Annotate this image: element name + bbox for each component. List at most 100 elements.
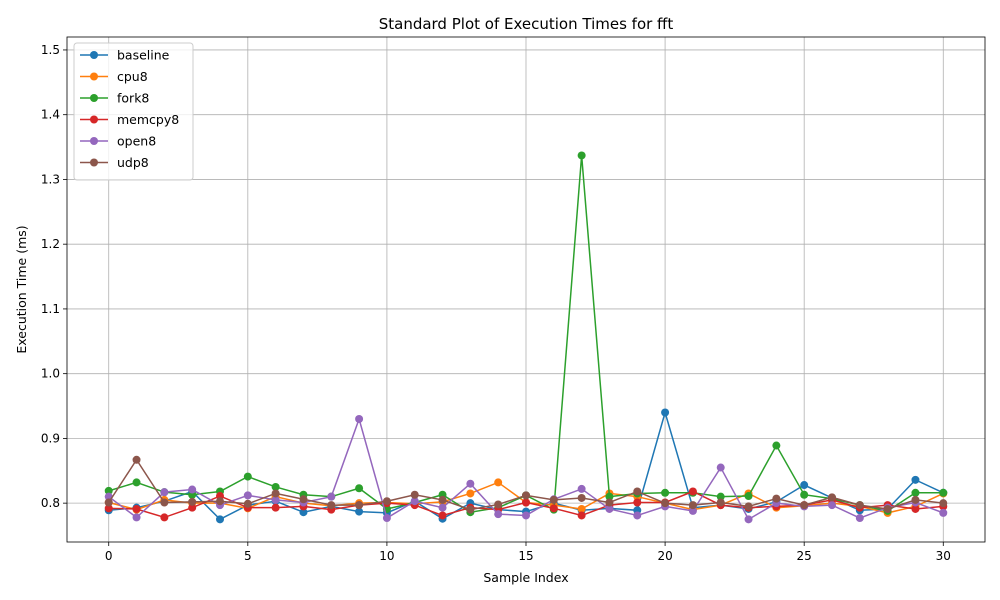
x-tick-label: 0 [105, 549, 113, 563]
data-point-open8 [494, 510, 503, 519]
legend-swatch-marker [90, 94, 98, 102]
data-point-udp8 [661, 499, 670, 508]
x-tick-label: 10 [379, 549, 394, 563]
data-point-open8 [522, 511, 530, 520]
data-point-memcpy8 [522, 498, 530, 507]
data-point-udp8 [939, 499, 948, 508]
data-point-open8 [633, 511, 642, 520]
data-point-open8 [605, 504, 614, 513]
y-tick-label: 1.2 [41, 237, 60, 251]
plot-area: 0 5 10 15 20 25 30 0.8 0.9 1.0 1.1 1.2 1.3 1.4 1.5 [41, 36, 986, 563]
data-point-udp8 [216, 497, 224, 506]
data-point-fork8 [577, 151, 586, 160]
data-point-fork8 [772, 441, 781, 450]
data-point-memcpy8 [633, 498, 642, 507]
data-point-memcpy8 [911, 504, 920, 513]
legend-swatch-marker [90, 158, 98, 167]
legend-swatch-marker [90, 51, 98, 59]
data-point-fork8 [243, 472, 252, 481]
data-point-udp8 [327, 501, 336, 510]
data-point-open8 [382, 514, 391, 523]
data-point-udp8 [132, 455, 141, 464]
data-point-fork8 [132, 478, 141, 487]
data-point-cpu8 [577, 504, 586, 513]
data-point-open8 [855, 514, 864, 523]
data-point-baseline [661, 408, 670, 417]
x-tick-label: 15 [518, 549, 533, 563]
data-point-baseline [800, 481, 809, 490]
data-point-udp8 [188, 497, 197, 506]
data-point-open8 [828, 501, 836, 510]
data-point-memcpy8 [188, 503, 197, 512]
x-tick-label: 20 [657, 549, 672, 563]
data-point-udp8 [382, 497, 391, 506]
data-point-memcpy8 [132, 504, 141, 513]
data-point-udp8 [104, 498, 113, 507]
data-point-udp8 [772, 494, 781, 503]
data-point-memcpy8 [271, 503, 280, 512]
data-point-memcpy8 [549, 504, 558, 513]
data-point-udp8 [522, 491, 530, 500]
data-point-udp8 [828, 493, 836, 502]
data-point-udp8 [744, 502, 753, 511]
data-point-udp8 [800, 501, 809, 510]
data-point-fork8 [605, 492, 614, 501]
y-axis-label: Execution Time (ms) [14, 225, 29, 353]
data-point-baseline [911, 475, 920, 484]
data-point-memcpy8 [688, 487, 697, 496]
data-point-memcpy8 [577, 511, 586, 520]
legend-label: cpu8 [117, 69, 148, 84]
data-point-open8 [271, 495, 280, 504]
data-point-udp8 [466, 505, 475, 514]
legend-label: fork8 [117, 91, 149, 106]
data-point-cpu8 [466, 489, 475, 498]
data-point-baseline [355, 507, 364, 516]
y-tick-label: 1.3 [41, 172, 60, 186]
legend-item-udp8: udp8 [80, 155, 149, 170]
legend-item-memcpy8: memcpy8 [80, 112, 179, 127]
legend-label: memcpy8 [117, 112, 179, 127]
legend-label: baseline [117, 48, 170, 63]
data-point-open8 [939, 508, 948, 517]
data-point-udp8 [438, 495, 447, 504]
data-point-fork8 [911, 488, 920, 497]
data-point-memcpy8 [104, 504, 113, 513]
data-point-udp8 [160, 498, 169, 507]
data-point-fork8 [661, 488, 670, 497]
x-tick-label: 25 [797, 549, 812, 563]
data-point-udp8 [633, 487, 642, 496]
series-udp8 [104, 455, 948, 514]
y-tick-label: 1.4 [41, 108, 60, 122]
data-point-udp8 [549, 495, 558, 504]
data-point-open8 [577, 484, 586, 493]
x-tick-label: 30 [936, 549, 951, 563]
data-point-open8 [160, 488, 169, 497]
x-axis-label: Sample Index [483, 570, 568, 585]
data-point-open8 [466, 479, 475, 488]
chart-title: Standard Plot of Execution Times for fft [379, 15, 674, 33]
data-point-udp8 [883, 504, 892, 513]
data-point-udp8 [271, 489, 280, 498]
data-point-udp8 [911, 495, 920, 504]
y-tick-label: 0.8 [41, 496, 60, 510]
legend-swatch-marker [90, 72, 98, 81]
data-point-open8 [688, 506, 697, 515]
data-point-udp8 [243, 499, 252, 508]
data-point-cpu8 [494, 478, 503, 487]
data-point-open8 [716, 463, 725, 472]
data-point-open8 [438, 503, 447, 512]
data-point-baseline [216, 515, 224, 524]
data-point-fork8 [744, 492, 753, 501]
data-point-fork8 [939, 488, 948, 497]
data-point-memcpy8 [160, 513, 169, 522]
data-point-fork8 [800, 490, 809, 499]
legend-item-cpu8: cpu8 [80, 69, 148, 84]
y-tick-label: 0.9 [41, 431, 60, 445]
data-point-fork8 [104, 486, 113, 495]
data-point-udp8 [716, 498, 725, 507]
data-point-fork8 [271, 482, 280, 491]
y-tick-label: 1.5 [41, 43, 60, 57]
data-point-open8 [355, 414, 364, 423]
data-point-open8 [327, 492, 336, 501]
